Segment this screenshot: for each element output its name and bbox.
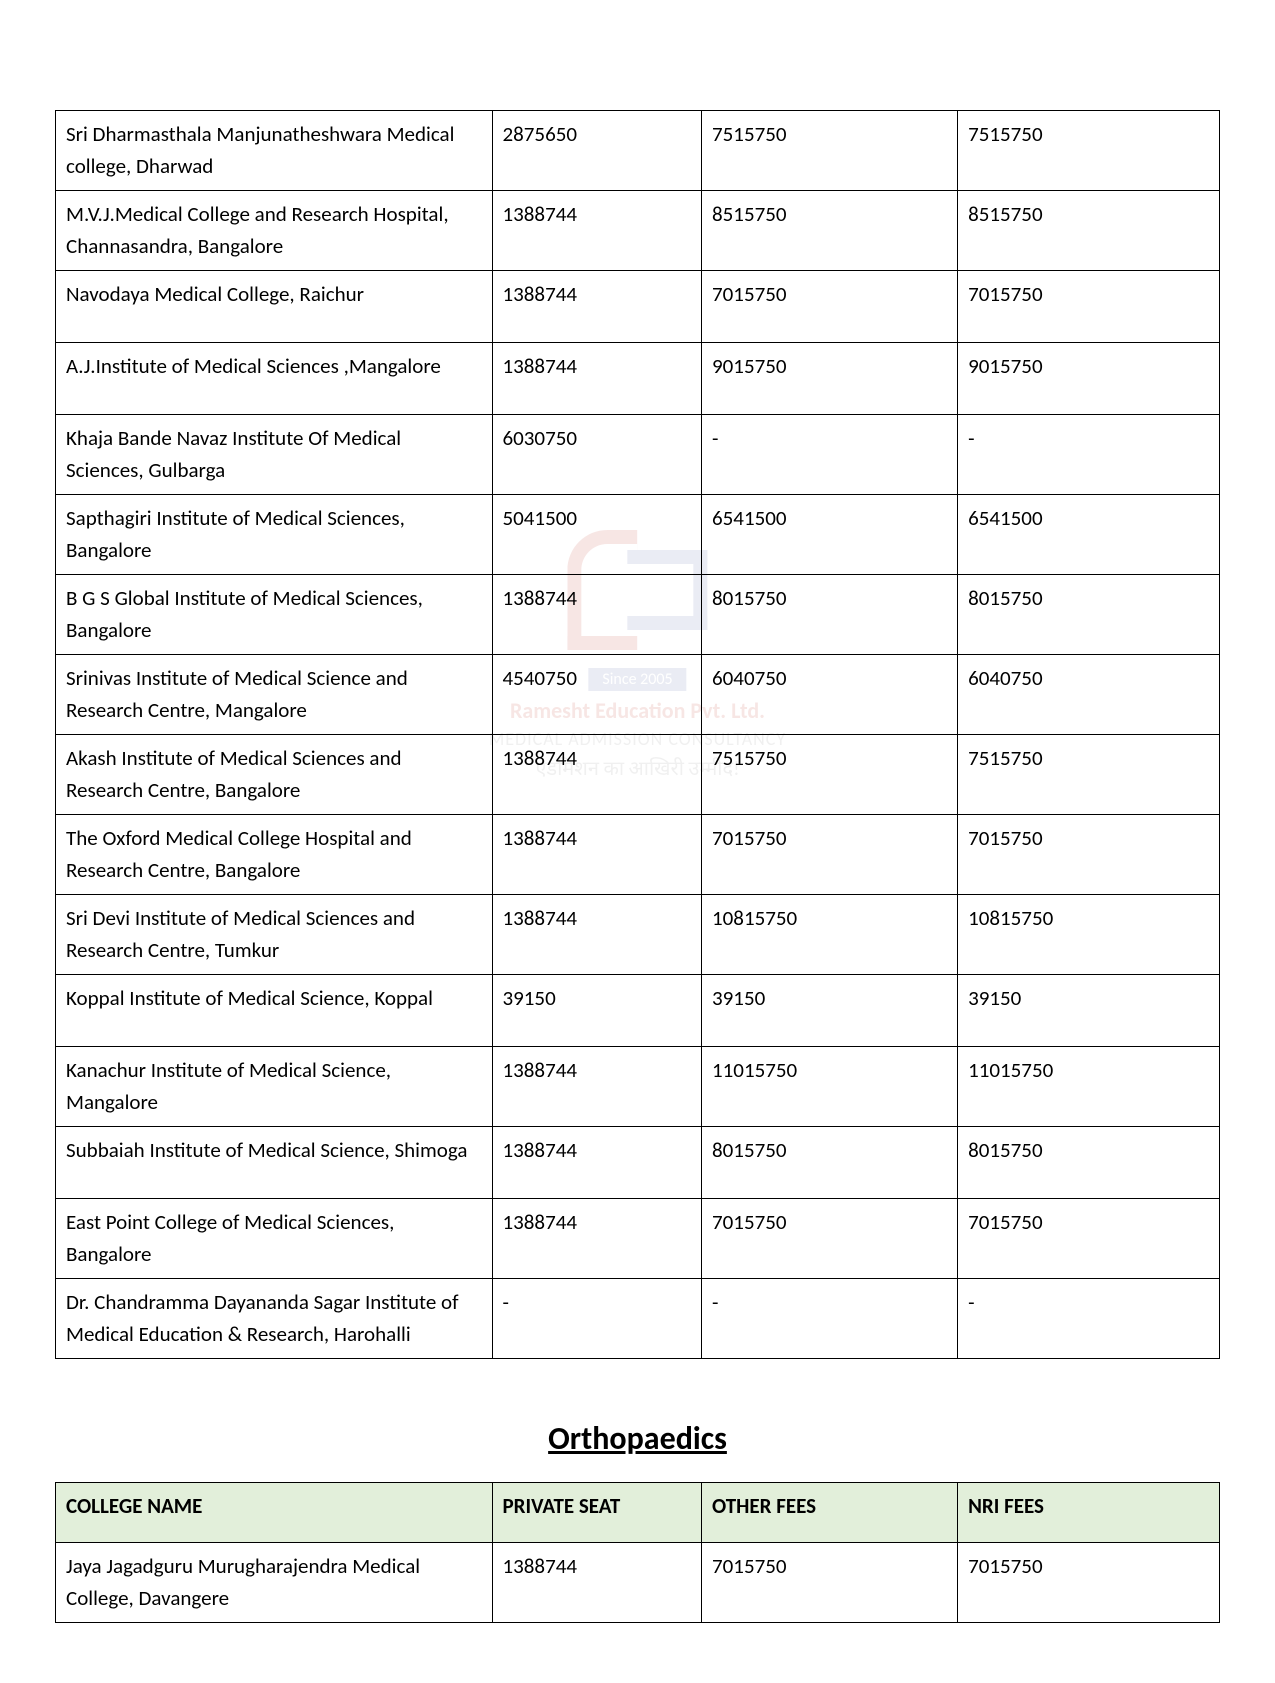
cell-c3: 8015750	[958, 1127, 1220, 1199]
cell-c2: 7015750	[702, 1543, 958, 1623]
cell-c1: 1388744	[492, 343, 702, 415]
cell-name: B G S Global Institute of Medical Scienc…	[56, 575, 493, 655]
cell-name: Dr. Chandramma Dayananda Sagar Institute…	[56, 1279, 493, 1359]
table-row: Akash Institute of Medical Sciences and …	[56, 735, 1220, 815]
cell-c1: 1388744	[492, 1127, 702, 1199]
cell-c2: 7015750	[702, 1199, 958, 1279]
cell-c3: 6541500	[958, 495, 1220, 575]
table-row: Koppal Institute of Medical Science, Kop…	[56, 975, 1220, 1047]
cell-name: East Point College of Medical Sciences, …	[56, 1199, 493, 1279]
table-row: A.J.Institute of Medical Sciences ,Manga…	[56, 343, 1220, 415]
cell-c1: 1388744	[492, 815, 702, 895]
cell-name: The Oxford Medical College Hospital and …	[56, 815, 493, 895]
cell-c2: 6040750	[702, 655, 958, 735]
table-row: Khaja Bande Navaz Institute Of Medical S…	[56, 415, 1220, 495]
cell-c3: -	[958, 1279, 1220, 1359]
cell-c1: 1388744	[492, 1199, 702, 1279]
cell-name: Khaja Bande Navaz Institute Of Medical S…	[56, 415, 493, 495]
cell-c1: 1388744	[492, 1543, 702, 1623]
cell-c3: 8015750	[958, 575, 1220, 655]
cell-c2: 7515750	[702, 735, 958, 815]
table-row: M.V.J.Medical College and Research Hospi…	[56, 191, 1220, 271]
cell-name: Subbaiah Institute of Medical Science, S…	[56, 1127, 493, 1199]
section-title: Orthopaedics	[55, 1419, 1220, 1458]
cell-name: Jaya Jagadguru Murugharajendra Medical C…	[56, 1543, 493, 1623]
cell-c3: 7015750	[958, 271, 1220, 343]
fees-table-1: Sri Dharmasthala Manjunatheshwara Medica…	[55, 110, 1220, 1359]
header-nri-fees: NRI FEES	[958, 1483, 1220, 1543]
cell-c2: 10815750	[702, 895, 958, 975]
cell-c3: 9015750	[958, 343, 1220, 415]
cell-c3: 11015750	[958, 1047, 1220, 1127]
cell-c1: 1388744	[492, 575, 702, 655]
cell-name: Kanachur Institute of Medical Science, M…	[56, 1047, 493, 1127]
cell-c2: 39150	[702, 975, 958, 1047]
table-row: Sri Devi Institute of Medical Sciences a…	[56, 895, 1220, 975]
header-private-seat: PRIVATE SEAT	[492, 1483, 702, 1543]
table-row: Kanachur Institute of Medical Science, M…	[56, 1047, 1220, 1127]
cell-c2: -	[702, 415, 958, 495]
table-row: Srinivas Institute of Medical Science an…	[56, 655, 1220, 735]
cell-c1: 6030750	[492, 415, 702, 495]
cell-c1: 1388744	[492, 271, 702, 343]
cell-c2: -	[702, 1279, 958, 1359]
cell-c2: 7015750	[702, 815, 958, 895]
cell-name: Akash Institute of Medical Sciences and …	[56, 735, 493, 815]
cell-c1: -	[492, 1279, 702, 1359]
table-header-row: COLLEGE NAME PRIVATE SEAT OTHER FEES NRI…	[56, 1483, 1220, 1543]
table-row: Subbaiah Institute of Medical Science, S…	[56, 1127, 1220, 1199]
cell-c2: 8015750	[702, 575, 958, 655]
cell-c3: 8515750	[958, 191, 1220, 271]
table-row: Jaya Jagadguru Murugharajendra Medical C…	[56, 1543, 1220, 1623]
cell-c1: 39150	[492, 975, 702, 1047]
cell-name: Navodaya Medical College, Raichur	[56, 271, 493, 343]
cell-c3: 7015750	[958, 1199, 1220, 1279]
cell-c2: 9015750	[702, 343, 958, 415]
cell-name: Koppal Institute of Medical Science, Kop…	[56, 975, 493, 1047]
cell-c3: -	[958, 415, 1220, 495]
table-row: Sri Dharmasthala Manjunatheshwara Medica…	[56, 111, 1220, 191]
header-other-fees: OTHER FEES	[702, 1483, 958, 1543]
cell-c3: 7015750	[958, 1543, 1220, 1623]
cell-c3: 10815750	[958, 895, 1220, 975]
cell-c2: 6541500	[702, 495, 958, 575]
table-row: The Oxford Medical College Hospital and …	[56, 815, 1220, 895]
cell-name: Sri Dharmasthala Manjunatheshwara Medica…	[56, 111, 493, 191]
cell-c2: 8515750	[702, 191, 958, 271]
fees-table-2: COLLEGE NAME PRIVATE SEAT OTHER FEES NRI…	[55, 1482, 1220, 1623]
cell-c3: 7015750	[958, 815, 1220, 895]
cell-c2: 7515750	[702, 111, 958, 191]
table-row: Dr. Chandramma Dayananda Sagar Institute…	[56, 1279, 1220, 1359]
cell-c3: 6040750	[958, 655, 1220, 735]
cell-c1: 4540750	[492, 655, 702, 735]
cell-name: Sri Devi Institute of Medical Sciences a…	[56, 895, 493, 975]
header-college-name: COLLEGE NAME	[56, 1483, 493, 1543]
cell-c2: 7015750	[702, 271, 958, 343]
table-row: Navodaya Medical College, Raichur1388744…	[56, 271, 1220, 343]
cell-c1: 1388744	[492, 1047, 702, 1127]
cell-c1: 1388744	[492, 191, 702, 271]
table-row: East Point College of Medical Sciences, …	[56, 1199, 1220, 1279]
cell-c1: 1388744	[492, 895, 702, 975]
table-row: B G S Global Institute of Medical Scienc…	[56, 575, 1220, 655]
cell-name: Sapthagiri Institute of Medical Sciences…	[56, 495, 493, 575]
cell-c1: 2875650	[492, 111, 702, 191]
cell-name: M.V.J.Medical College and Research Hospi…	[56, 191, 493, 271]
cell-c2: 8015750	[702, 1127, 958, 1199]
cell-c3: 7515750	[958, 735, 1220, 815]
cell-c1: 5041500	[492, 495, 702, 575]
cell-c3: 39150	[958, 975, 1220, 1047]
cell-c1: 1388744	[492, 735, 702, 815]
cell-name: Srinivas Institute of Medical Science an…	[56, 655, 493, 735]
cell-c3: 7515750	[958, 111, 1220, 191]
cell-name: A.J.Institute of Medical Sciences ,Manga…	[56, 343, 493, 415]
cell-c2: 11015750	[702, 1047, 958, 1127]
table-row: Sapthagiri Institute of Medical Sciences…	[56, 495, 1220, 575]
